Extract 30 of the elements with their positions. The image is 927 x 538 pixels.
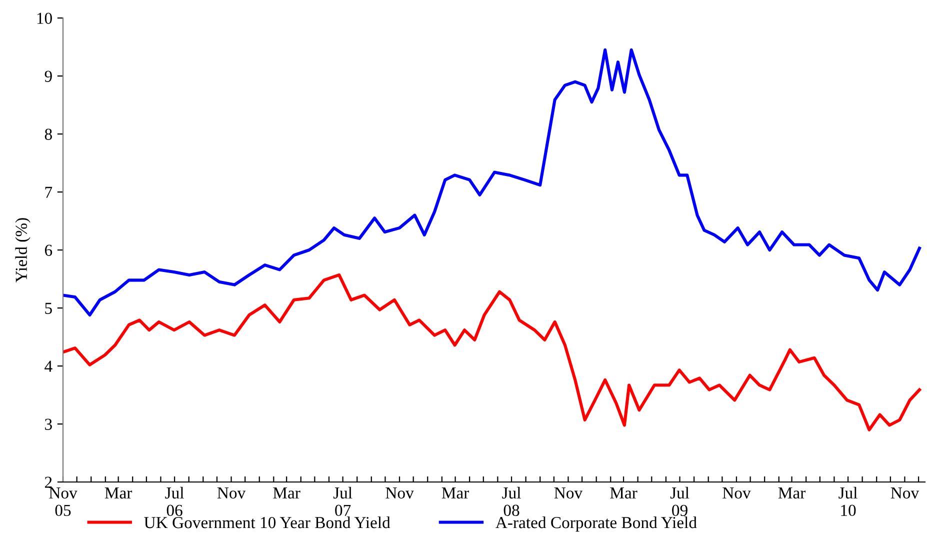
y-tick-label: 4: [44, 360, 52, 372]
line-series: [63, 273, 921, 432]
x-tick-label: Jul 10: [838, 486, 858, 516]
x-tick-label: Nov 05: [49, 488, 78, 516]
x-tick-label: Nov: [217, 488, 246, 499]
y-axis-title: Yield (%): [15, 218, 30, 282]
legend-label: A-rated Corporate Bond Yield: [496, 516, 697, 532]
line-series: [63, 48, 921, 316]
x-tick-label: Nov: [722, 488, 751, 499]
y-tick-label: 7: [45, 186, 52, 198]
x-tick-label: Jul 07: [333, 486, 352, 516]
y-tick-label: 8: [44, 128, 52, 140]
x-tick-label: Jul 09: [670, 486, 690, 516]
x-tick-label: Nov: [386, 488, 414, 499]
y-tick-label: 3: [45, 418, 52, 430]
x-tick-label: Mar: [778, 488, 806, 499]
y-tick-label: 10: [37, 12, 52, 24]
legend-label: UK Government 10 Year Bond Yield: [144, 516, 390, 528]
y-tick-label: 2: [44, 476, 52, 488]
y-tick-label: 5: [45, 302, 52, 314]
x-tick-label: Jul 06: [165, 486, 184, 516]
y-tick-label: 9: [44, 70, 52, 82]
x-tick-label: Mar: [273, 488, 300, 499]
x-tick-label: Mar: [104, 488, 132, 499]
y-tick-label: 6: [44, 244, 52, 256]
x-tick-label: Nov: [554, 488, 583, 499]
x-tick-label: Mar: [442, 488, 470, 499]
x-tick-label: Mar: [610, 488, 638, 499]
x-tick-label: Nov: [890, 488, 920, 499]
x-tick-label: Jul 08: [502, 486, 521, 516]
